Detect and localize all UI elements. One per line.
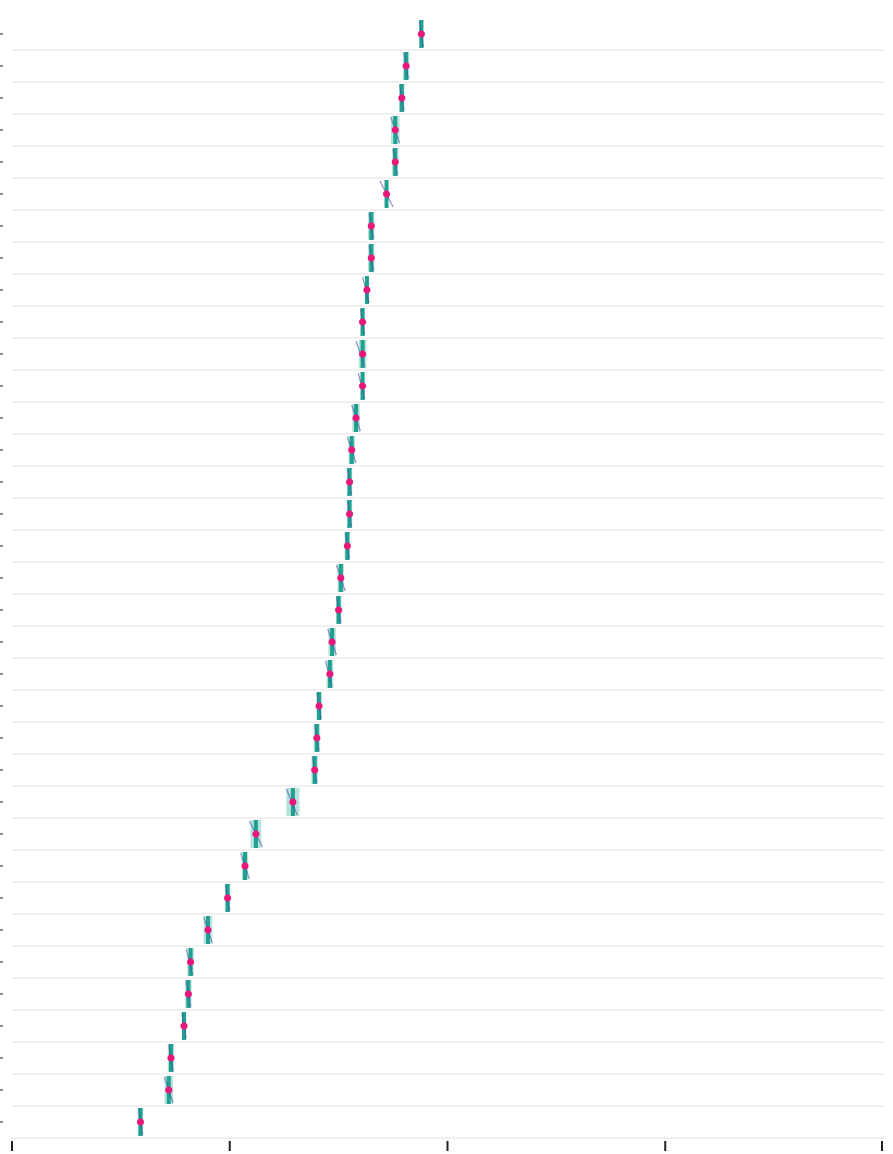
data-point xyxy=(352,414,360,422)
data-point xyxy=(204,926,212,934)
data-point xyxy=(358,382,367,390)
data-point xyxy=(402,62,410,70)
data-point xyxy=(391,126,399,134)
data-point xyxy=(180,1022,188,1030)
data-point xyxy=(136,1118,145,1126)
data-point xyxy=(398,94,406,102)
data-point xyxy=(315,702,323,710)
data-point xyxy=(167,1054,175,1062)
data-point xyxy=(358,318,367,326)
data-point xyxy=(289,798,297,806)
x-axis xyxy=(0,33,883,1151)
data-point xyxy=(391,158,399,166)
data-point xyxy=(382,190,391,198)
grid-layer xyxy=(12,49,883,1139)
data-point xyxy=(313,734,321,742)
data-point xyxy=(363,286,371,294)
data-point xyxy=(186,958,195,966)
data-point xyxy=(184,990,192,998)
data-point xyxy=(337,574,345,582)
data-point xyxy=(241,862,249,870)
data-point xyxy=(345,510,354,518)
data-point xyxy=(367,222,375,230)
point-layer xyxy=(136,30,425,1126)
data-point xyxy=(348,446,356,454)
data-point xyxy=(311,766,319,774)
data-point xyxy=(326,670,334,678)
interval-line-layer xyxy=(137,20,425,1136)
data-point xyxy=(358,350,367,358)
data-point xyxy=(223,894,232,902)
interval-band-layer xyxy=(137,20,424,1136)
data-point xyxy=(367,254,375,262)
data-point xyxy=(165,1086,173,1094)
data-point xyxy=(417,30,425,38)
data-point xyxy=(252,830,260,838)
data-point xyxy=(335,606,343,614)
data-point xyxy=(328,638,336,646)
data-point xyxy=(343,542,351,550)
data-point xyxy=(345,478,354,486)
